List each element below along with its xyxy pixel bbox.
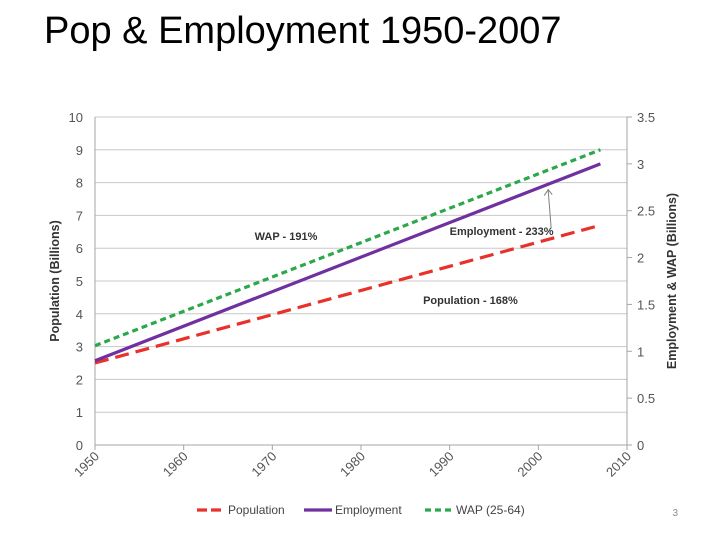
y2-tick-label: 3 — [637, 157, 644, 172]
annotation-label: WAP - 191% — [255, 231, 318, 243]
gridlines — [95, 116, 627, 446]
x-tick-label: 2000 — [514, 449, 545, 480]
y2-tick-label: 3.5 — [637, 110, 655, 125]
x-tick-label: 1950 — [71, 449, 102, 480]
legend-label: Population — [228, 503, 285, 517]
y2-tick-label: 1 — [637, 344, 644, 359]
annotation-arrow — [547, 190, 552, 229]
annotation-label: Population - 168% — [423, 295, 518, 307]
y2-tick-label: 1.5 — [637, 297, 655, 312]
y2-tick-label: 0.5 — [637, 391, 655, 406]
annotations: WAP - 191% Employment - 233% Population - … — [255, 188, 554, 307]
y-tick-label: 8 — [76, 176, 83, 191]
y-tick-label: 0 — [76, 438, 83, 453]
series-line-wap-25-64 — [94, 148, 601, 348]
page-number: 3 — [672, 508, 678, 519]
legend: Population Employment WAP (25-64) — [197, 503, 525, 517]
series-line-employment — [94, 162, 601, 363]
legend-label: Employment — [335, 503, 402, 517]
legend-label: WAP (25-64) — [456, 503, 525, 517]
y-tick-label: 9 — [76, 143, 83, 158]
series-group — [94, 148, 601, 365]
y-tick-label: 7 — [76, 208, 83, 223]
annotation-label: Employment - 233% — [450, 226, 554, 238]
slide-title: Pop & Employment 1950-2007 — [44, 10, 562, 52]
x-tick-label: 2010 — [603, 449, 634, 480]
y2-tick-label: 2 — [637, 251, 644, 266]
y-tick-label: 5 — [76, 274, 83, 289]
y-tick-label: 2 — [76, 372, 83, 387]
y2-tick-label: 0 — [637, 438, 644, 453]
x-tick-label: 1980 — [337, 449, 368, 480]
y2-tick-label: 2.5 — [637, 204, 655, 219]
x-tick-label: 1990 — [426, 449, 457, 480]
x-tick-label: 1970 — [248, 449, 279, 480]
y-tick-label: 1 — [76, 405, 83, 420]
y-tick-label: 4 — [76, 307, 83, 322]
y2-axis-title: Employment & WAP (Billions) — [665, 193, 679, 369]
series-line-population — [94, 223, 601, 365]
x-tick-label: 1960 — [160, 449, 191, 480]
y-tick-label: 10 — [69, 110, 83, 125]
y-axis-title: Population (Billions) — [48, 220, 62, 342]
y-tick-label: 6 — [76, 241, 83, 256]
annotation-arrowhead — [543, 188, 553, 196]
y-tick-label: 3 — [76, 340, 83, 355]
